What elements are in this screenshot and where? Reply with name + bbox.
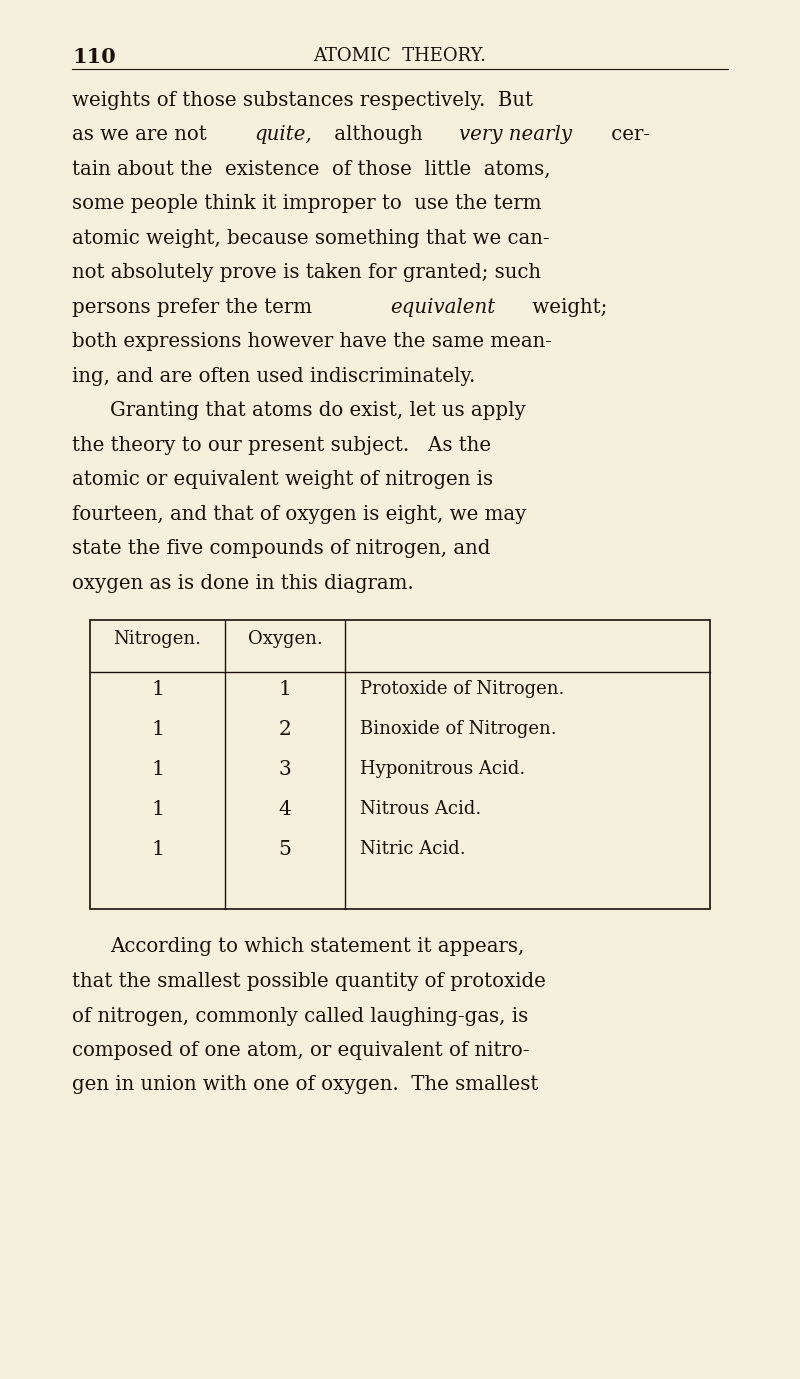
Text: Granting that atoms do exist, let us apply: Granting that atoms do exist, let us app…	[110, 401, 526, 421]
Text: ing, and are often used indiscriminately.: ing, and are often used indiscriminately…	[72, 367, 475, 386]
Text: that the smallest possible quantity of protoxide: that the smallest possible quantity of p…	[72, 972, 546, 992]
Text: ATOMIC  THEORY.: ATOMIC THEORY.	[314, 47, 486, 65]
Text: tain about the  existence  of those  little  atoms,: tain about the existence of those little…	[72, 160, 550, 179]
Text: weight;: weight;	[526, 298, 607, 317]
Text: Binoxide of Nitrogen.: Binoxide of Nitrogen.	[360, 720, 557, 739]
Text: as we are not: as we are not	[72, 125, 213, 145]
Text: 2: 2	[278, 720, 291, 739]
Text: Nitrogen.: Nitrogen.	[114, 630, 202, 648]
Text: 1: 1	[151, 760, 164, 779]
Text: both expressions however have the same mean-: both expressions however have the same m…	[72, 332, 552, 352]
Text: 1: 1	[151, 720, 164, 739]
Text: equivalent: equivalent	[390, 298, 495, 317]
Text: Hyponitrous Acid.: Hyponitrous Acid.	[360, 760, 526, 779]
Text: the theory to our present subject.   As the: the theory to our present subject. As th…	[72, 436, 491, 455]
Text: 4: 4	[278, 800, 291, 819]
Text: Nitrous Acid.: Nitrous Acid.	[360, 800, 482, 819]
Text: state the five compounds of nitrogen, and: state the five compounds of nitrogen, an…	[72, 539, 490, 558]
Text: although: although	[329, 125, 430, 145]
Text: 1: 1	[151, 840, 164, 859]
Text: persons prefer the term: persons prefer the term	[72, 298, 318, 317]
Text: atomic or equivalent weight of nitrogen is: atomic or equivalent weight of nitrogen …	[72, 470, 493, 490]
Text: Oxygen.: Oxygen.	[248, 630, 322, 648]
Text: some people think it improper to  use the term: some people think it improper to use the…	[72, 194, 542, 214]
Text: cer-: cer-	[605, 125, 650, 145]
Text: oxygen as is done in this diagram.: oxygen as is done in this diagram.	[72, 574, 414, 593]
Text: Protoxide of Nitrogen.: Protoxide of Nitrogen.	[360, 680, 564, 699]
Text: weights of those substances respectively.  But: weights of those substances respectively…	[72, 91, 533, 110]
Text: 1: 1	[151, 680, 164, 699]
Text: 5: 5	[278, 840, 291, 859]
Text: very nearly: very nearly	[458, 125, 572, 145]
Text: quite,: quite,	[254, 125, 312, 145]
Text: atomic weight, because something that we can-: atomic weight, because something that we…	[72, 229, 550, 248]
Text: 110: 110	[72, 47, 116, 68]
Text: 3: 3	[278, 760, 291, 779]
Bar	[90, 621, 710, 910]
Text: composed of one atom, or equivalent of nitro-: composed of one atom, or equivalent of n…	[72, 1041, 530, 1060]
Text: gen in union with one of oxygen.  The smallest: gen in union with one of oxygen. The sma…	[72, 1076, 538, 1095]
Text: Nitric Acid.: Nitric Acid.	[360, 840, 466, 859]
Text: According to which statement it appears,: According to which statement it appears,	[110, 938, 524, 957]
Text: fourteen, and that of oxygen is eight, we may: fourteen, and that of oxygen is eight, w…	[72, 505, 526, 524]
Text: 1: 1	[151, 800, 164, 819]
Text: of nitrogen, commonly called laughing-gas, is: of nitrogen, commonly called laughing-ga…	[72, 1007, 528, 1026]
Text: 1: 1	[278, 680, 291, 699]
Text: not absolutely prove is taken for granted; such: not absolutely prove is taken for grante…	[72, 263, 541, 283]
